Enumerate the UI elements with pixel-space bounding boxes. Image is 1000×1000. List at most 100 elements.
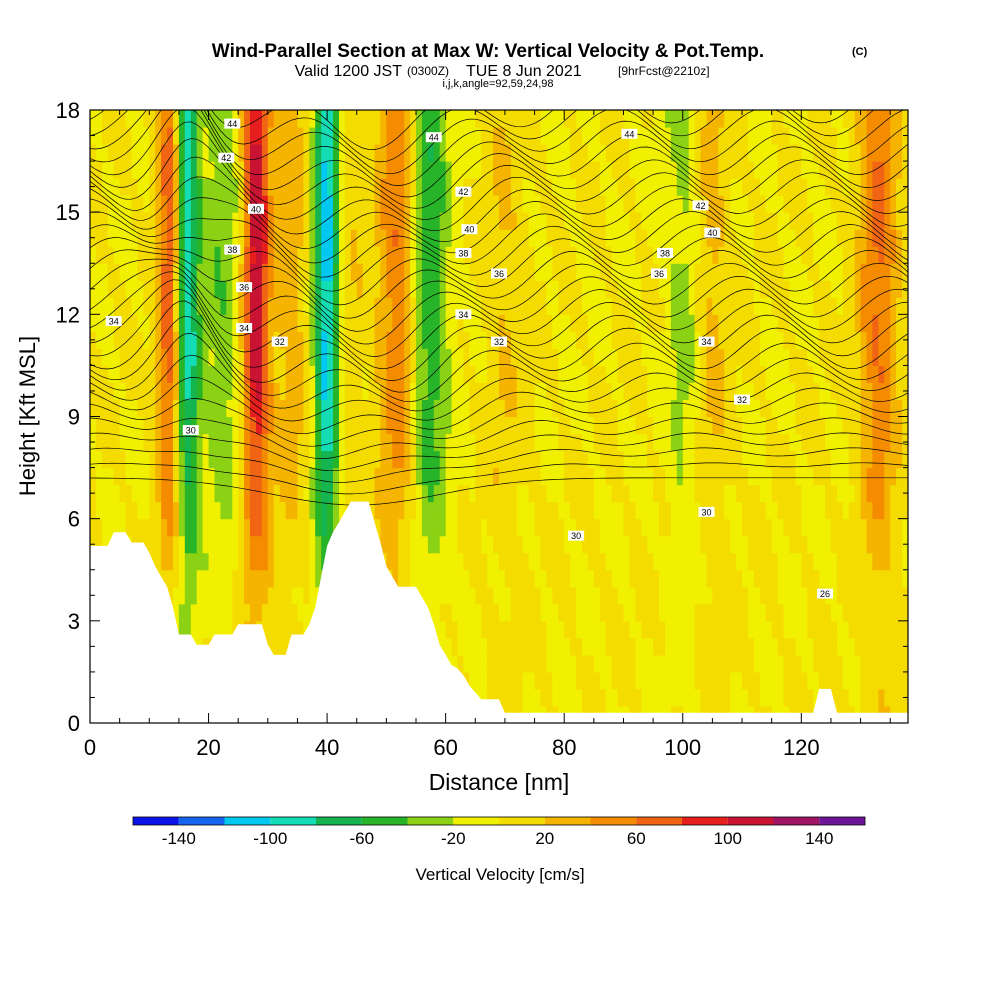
- velocity-cell: [267, 178, 275, 196]
- velocity-cell: [534, 501, 542, 520]
- velocity-cell: [629, 212, 636, 230]
- velocity-cell: [184, 603, 192, 622]
- velocity-cell: [647, 331, 654, 349]
- velocity-cell: [469, 263, 476, 281]
- velocity-cell: [902, 110, 908, 128]
- velocity-cell: [866, 671, 873, 690]
- velocity-cell: [499, 450, 506, 469]
- velocity-cell: [825, 365, 832, 383]
- velocity-cell: [327, 297, 334, 315]
- velocity-cell: [836, 280, 844, 298]
- velocity-cell: [380, 229, 387, 247]
- velocity-cell: [350, 314, 358, 332]
- velocity-cell: [801, 603, 808, 622]
- velocity-cell: [611, 569, 619, 588]
- velocity-cell: [700, 433, 707, 452]
- velocity-cell: [522, 280, 530, 298]
- velocity-cell: [522, 382, 530, 400]
- velocity-cell: [546, 144, 553, 162]
- velocity-cell: [665, 637, 672, 656]
- velocity-cell: [730, 314, 737, 332]
- velocity-cell: [611, 501, 619, 520]
- velocity-cell: [232, 399, 239, 418]
- velocity-cell: [113, 518, 121, 537]
- velocity-cell: [659, 110, 666, 128]
- velocity-cell: [564, 654, 571, 673]
- velocity-cell: [611, 365, 619, 383]
- velocity-cell: [730, 671, 737, 690]
- velocity-cell: [552, 450, 559, 469]
- velocity-cell: [510, 195, 518, 213]
- velocity-cell: [659, 348, 666, 366]
- velocity-cell: [469, 450, 476, 469]
- velocity-cell: [593, 569, 601, 588]
- velocity-cell: [736, 501, 743, 520]
- velocity-cell: [884, 569, 891, 588]
- chart-title: Wind-Parallel Section at Max W: Vertical…: [212, 41, 764, 62]
- velocity-cell: [795, 297, 802, 315]
- velocity-cell: [564, 620, 571, 639]
- velocity-cell: [481, 433, 488, 452]
- velocity-cell: [90, 467, 97, 486]
- velocity-cell: [250, 314, 257, 332]
- velocity-cell: [416, 314, 423, 332]
- velocity-cell: [439, 212, 447, 230]
- velocity-cell: [564, 331, 571, 349]
- velocity-cell: [753, 535, 761, 554]
- velocity-cell: [427, 314, 435, 332]
- velocity-cell: [410, 450, 417, 469]
- velocity-cell: [481, 416, 488, 435]
- velocity-cell: [730, 450, 737, 469]
- velocity-cell: [688, 144, 696, 162]
- velocity-cell: [688, 195, 696, 213]
- velocity-cell: [202, 620, 210, 639]
- velocity-cell: [113, 501, 121, 520]
- velocity-cell: [825, 501, 832, 520]
- velocity-cell: [771, 552, 779, 571]
- velocity-cell: [303, 552, 310, 571]
- velocity-cell: [279, 467, 287, 486]
- velocity-cell: [659, 144, 666, 162]
- velocity-cell: [617, 467, 625, 486]
- velocity-cell: [250, 229, 257, 247]
- velocity-cell: [208, 399, 216, 418]
- velocity-cell: [190, 365, 198, 383]
- velocity-cell: [457, 501, 464, 520]
- velocity-cell: [860, 280, 868, 298]
- velocity-cell: [273, 535, 281, 554]
- velocity-cell: [469, 484, 476, 503]
- velocity-cell: [457, 314, 464, 332]
- velocity-cell: [570, 569, 577, 588]
- velocity-cell: [540, 161, 547, 179]
- velocity-cell: [878, 314, 885, 332]
- velocity-cell: [220, 212, 227, 230]
- velocity-cell: [107, 297, 115, 315]
- velocity-cell: [534, 127, 542, 145]
- velocity-cell: [125, 331, 133, 349]
- velocity-cell: [629, 484, 636, 503]
- velocity-cell: [392, 127, 399, 145]
- velocity-cell: [196, 110, 204, 128]
- velocity-cell: [860, 671, 868, 690]
- velocity-cell: [232, 331, 239, 349]
- velocity-cell: [214, 382, 221, 400]
- theta-contour: [90, 288, 908, 381]
- velocity-cell: [522, 654, 530, 673]
- velocity-cell: [421, 569, 429, 588]
- velocity-cell: [356, 416, 364, 435]
- velocity-cell: [368, 161, 376, 179]
- velocity-cell: [860, 212, 868, 230]
- velocity-cell: [641, 518, 648, 537]
- velocity-cell: [499, 467, 506, 486]
- velocity-cell: [374, 501, 381, 520]
- velocity-cell: [676, 467, 684, 486]
- velocity-cell: [451, 229, 459, 247]
- velocity-cell: [184, 314, 192, 332]
- velocity-cell: [842, 654, 850, 673]
- velocity-cell: [605, 246, 613, 264]
- velocity-cell: [884, 212, 891, 230]
- velocity-cell: [481, 450, 488, 469]
- velocity-cell: [344, 178, 352, 196]
- velocity-cell: [860, 501, 868, 520]
- velocity-cell: [386, 229, 393, 247]
